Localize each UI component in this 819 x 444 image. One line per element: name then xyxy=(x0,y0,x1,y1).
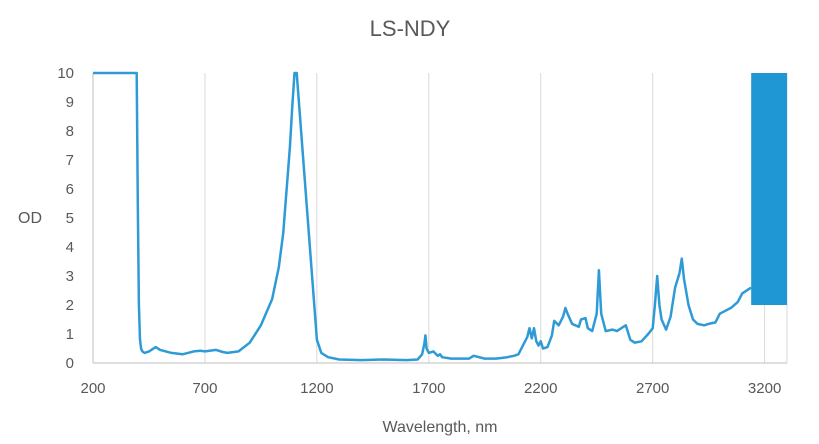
y-tick-label: 10 xyxy=(57,65,74,82)
x-tick-label: 3200 xyxy=(748,380,781,397)
x-tick-label: 200 xyxy=(80,380,105,397)
y-tick-label: 9 xyxy=(66,94,74,111)
chart-title: LS-NDY xyxy=(370,16,451,41)
y-tick-label: 2 xyxy=(66,297,74,314)
y-tick-label: 7 xyxy=(66,152,74,169)
axes: 200 700 1200 1700 2200 2700 3200 0 1 2 3 4 5 6 7 8 9 10 xyxy=(57,65,787,397)
plot-area xyxy=(93,71,787,362)
x-tick-label: 1200 xyxy=(300,380,333,397)
gridlines xyxy=(92,73,788,363)
y-tick-label: 5 xyxy=(66,210,74,227)
y-tick-label: 8 xyxy=(66,123,74,140)
od-series-line xyxy=(93,71,752,362)
x-tick-label: 2200 xyxy=(524,380,557,397)
y-tick-label: 3 xyxy=(66,268,74,285)
y-axis-label: OD xyxy=(18,210,42,227)
x-axis-label: Wavelength, nm xyxy=(382,419,497,436)
noise-band xyxy=(751,73,787,305)
x-tick-label: 2700 xyxy=(636,380,669,397)
y-tick-label: 0 xyxy=(66,355,74,372)
x-tick-label: 1700 xyxy=(412,380,445,397)
y-tick-label: 4 xyxy=(66,239,74,256)
y-tick-label: 1 xyxy=(66,326,74,343)
x-tick-label: 700 xyxy=(192,380,217,397)
y-tick-label: 6 xyxy=(66,181,74,198)
